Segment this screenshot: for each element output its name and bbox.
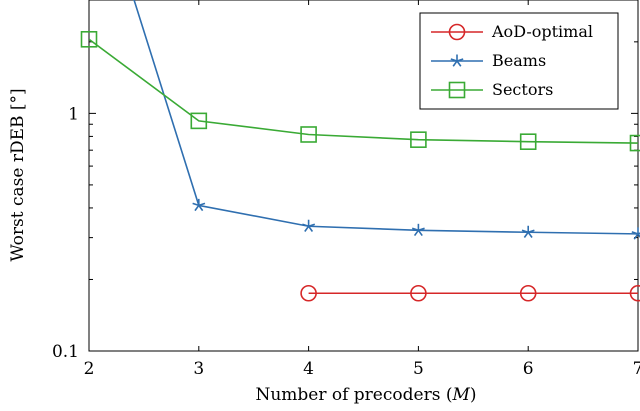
point-aod-optimal-4 [300, 284, 317, 302]
y-tick-label-0.1: 0.1 [52, 342, 79, 362]
series-line-sectors [89, 38, 638, 144]
x-tick-label-4: 4 [303, 359, 314, 379]
point-beams-6 [521, 225, 535, 238]
legend-label-aod-optimal: AoD-optimal [491, 22, 593, 41]
point-beams-5 [411, 223, 425, 237]
x-tick-label-6: 6 [523, 359, 534, 379]
x-axis-label: Number of precoders (M) [255, 385, 476, 405]
point-aod-optimal-7 [629, 284, 640, 302]
x-tick-label-3: 3 [193, 359, 204, 379]
markers-layer [80, 30, 640, 302]
legend-marker-sectors [448, 81, 466, 99]
plot-frame [88, 0, 639, 352]
point-aod-optimal-5 [410, 284, 427, 302]
legend-marker-beams [450, 54, 464, 67]
point-sectors-6 [519, 133, 537, 150]
legend-marker-aod-optimal [448, 23, 466, 41]
legend-label-beams: Beams [492, 51, 546, 70]
x-tick-label-5: 5 [413, 359, 424, 379]
point-sectors-4 [300, 126, 317, 143]
point-aod-optimal-6 [519, 284, 537, 302]
series-line-beams [133, 0, 638, 235]
point-beams-4 [302, 219, 316, 232]
y-axis-label: Worst case rDEB [°] [8, 88, 28, 261]
point-sectors-2 [80, 30, 98, 48]
series-layer [89, 0, 638, 295]
x-tick-label-7: 7 [633, 359, 640, 379]
point-beams-3 [192, 198, 206, 212]
point-sectors-3 [190, 112, 208, 130]
legend-label-sectors: Sectors [492, 80, 553, 99]
y-tick-label-1: 1 [68, 104, 79, 124]
x-tick-label-2: 2 [84, 359, 95, 379]
point-sectors-5 [410, 131, 427, 148]
axis-ticks: 2 3 4 5 6 7 0.1 1 [52, 0, 640, 379]
legend: AoD-optimal Beams Sectors [419, 12, 619, 110]
point-sectors-7 [629, 134, 640, 152]
